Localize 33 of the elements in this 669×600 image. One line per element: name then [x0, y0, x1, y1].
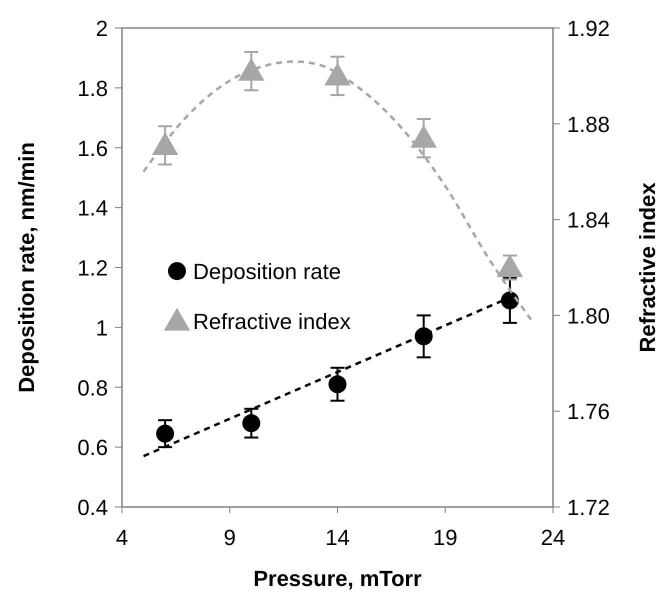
x-tick-label: 4	[116, 525, 128, 550]
y2-tick-label: 1.92	[567, 16, 610, 41]
point	[410, 124, 437, 148]
point	[242, 414, 260, 432]
y2-tick-label: 1.72	[567, 495, 610, 520]
point	[152, 132, 178, 155]
y2-axis-title: Refractive index	[635, 182, 660, 352]
x-tick-label: 14	[325, 525, 350, 550]
x-tick-label: 19	[433, 525, 458, 550]
legend-label: Deposition rate	[193, 259, 341, 284]
y-tick-label: 1.8	[77, 76, 108, 101]
y2-tick-label: 1.76	[567, 399, 610, 424]
point	[238, 58, 264, 81]
y2-tick-label: 1.80	[567, 303, 610, 328]
legend-label: Refractive index	[193, 309, 351, 334]
y-axis-title: Deposition rate, nm/min	[14, 142, 39, 393]
x-tick-label: 24	[540, 525, 566, 550]
y-tick-label: 0.8	[77, 375, 108, 400]
y-tick-label: 1.2	[77, 256, 108, 280]
y-tick-label: 0.4	[77, 495, 108, 520]
y-tick-label: 0.6	[77, 435, 108, 460]
point	[156, 424, 174, 443]
x-axis-title: Pressure, mTorr	[253, 566, 422, 591]
y2-tick-label: 1.84	[567, 208, 610, 233]
point	[328, 375, 346, 394]
y-tick-label: 2	[96, 16, 108, 41]
y-tick-label: 1.4	[77, 196, 108, 221]
y-tick-label: 1.6	[77, 136, 108, 161]
point	[324, 62, 351, 86]
x-tick-label: 9	[224, 525, 236, 550]
point	[496, 254, 524, 278]
y2-tick-label: 1.88	[567, 112, 610, 137]
y-tick-label: 1	[96, 315, 108, 340]
